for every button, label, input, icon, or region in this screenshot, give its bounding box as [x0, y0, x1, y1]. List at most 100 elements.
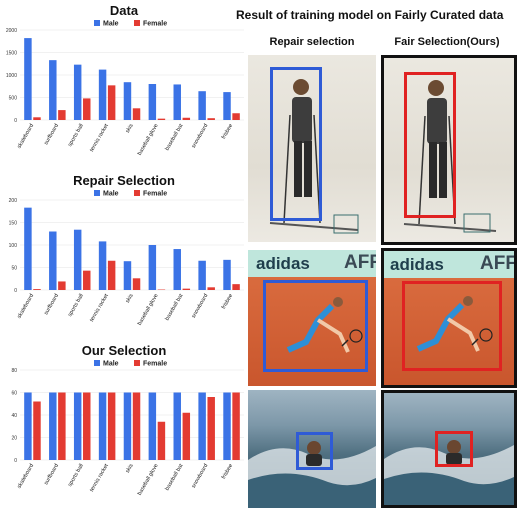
x-tick-label: baseball bat: [164, 463, 184, 492]
x-tick-label: frisbee: [221, 293, 234, 310]
adidas-sign: adidas: [256, 254, 310, 273]
y-tick-label: 40: [11, 413, 17, 419]
bar-male-tennis-racket: [98, 241, 107, 290]
legend-label-male: Male: [103, 21, 119, 28]
bar-male-baseball-glove: [148, 392, 157, 460]
our-selection-bar-chart: Our Selection Male Female 0 20 40 60 80 skateboa…: [11, 343, 244, 496]
bar-female-frisbee: [232, 284, 240, 290]
bar-female-surfboard: [58, 281, 66, 290]
chart-title: Our Selection: [82, 343, 167, 358]
tennis-player-icon: [286, 297, 363, 353]
wave-ours-image: [381, 390, 517, 508]
bar-male-skateboard: [24, 38, 32, 120]
y-tick-label: 1500: [6, 50, 17, 56]
results-title: Result of training model on Fairly Curat…: [236, 8, 504, 22]
bar-male-skis: [123, 82, 132, 120]
ours-detection-box: [402, 281, 502, 371]
x-tick-label: baseball glove: [137, 293, 160, 326]
ours-detection-box: [404, 72, 456, 218]
repair-selection-bar-chart: Repair Selection Male Female 0 50 100 150 200 sk…: [9, 173, 244, 326]
legend-swatch-male: [94, 20, 100, 26]
aff-sign: AFF: [344, 252, 376, 273]
bar-female-frisbee: [232, 392, 240, 460]
bar-male-skateboard: [24, 392, 32, 460]
bar-female-snowboard: [207, 118, 215, 120]
repair-selection-column-label: Repair selection: [269, 36, 355, 48]
x-tick-label: baseball bat: [164, 293, 184, 322]
bar-male-surfboard: [49, 60, 57, 120]
bar-female-skateboard: [33, 117, 41, 120]
skier-repair-image: [248, 55, 376, 242]
y-tick-label: 150: [9, 220, 18, 226]
chart-title: Data: [110, 3, 139, 18]
skier-ours-image: [381, 55, 517, 245]
ours-detection-box: [435, 431, 473, 467]
x-tick-label: baseball bat: [164, 123, 184, 152]
y-tick-label: 500: [9, 95, 18, 101]
legend-swatch-female: [134, 360, 140, 366]
bar-female-frisbee: [232, 113, 240, 120]
skier-figure-icon: [403, 80, 497, 233]
bar-female-tennis-racket: [107, 260, 116, 290]
y-tick-label: 80: [11, 368, 17, 374]
bar-male-baseball-glove: [148, 84, 157, 120]
bar-female-sports-ball: [83, 270, 91, 290]
bar-male-baseball-bat: [173, 392, 181, 460]
x-tick-label: frisbee: [221, 123, 234, 140]
repair-detection-box: [270, 67, 322, 221]
y-tick-label: 20: [11, 435, 17, 441]
y-tick-label: 50: [11, 265, 17, 271]
x-tick-label: tennis racket: [89, 123, 110, 153]
bar-female-snowboard: [207, 287, 215, 290]
bar-male-skis: [123, 392, 132, 460]
bar-male-baseball-glove: [148, 245, 157, 290]
y-tick-label: 100: [9, 243, 18, 249]
y-tick-label: 0: [14, 118, 17, 124]
x-tick-label: sports ball: [67, 123, 85, 148]
legend-label-female: Female: [143, 191, 167, 198]
bar-female-baseball-bat: [182, 288, 191, 290]
bar-male-sports-ball: [73, 64, 82, 120]
bar-female-baseball-glove: [157, 421, 166, 460]
legend-label-male: Male: [103, 361, 119, 368]
adidas-sign: adidas: [390, 255, 444, 274]
y-tick-label: 2000: [6, 28, 17, 34]
x-tick-label: skateboard: [16, 463, 35, 490]
legend-swatch-female: [134, 190, 140, 196]
bar-female-surfboard: [58, 110, 66, 120]
bar-male-snowboard: [198, 260, 206, 290]
bar-male-frisbee: [223, 392, 231, 460]
bar-female-skateboard: [33, 289, 41, 290]
x-tick-label: snowboard: [191, 463, 210, 489]
y-tick-label: 0: [14, 458, 17, 464]
legend-label-male: Male: [103, 191, 119, 198]
x-tick-label: sports ball: [67, 293, 85, 318]
aff-sign: AFF: [480, 253, 517, 274]
x-tick-label: frisbee: [221, 463, 234, 480]
bar-female-skateboard: [33, 401, 41, 460]
x-tick-label: skateboard: [16, 123, 35, 150]
x-tick-label: skis: [125, 463, 135, 474]
bar-male-frisbee: [223, 259, 231, 290]
bar-female-snowboard: [207, 397, 215, 460]
x-tick-label: skateboard: [16, 293, 35, 320]
bar-male-tennis-racket: [98, 392, 107, 460]
wave-icon: [384, 440, 514, 505]
bar-female-sports-ball: [83, 392, 91, 460]
bar-male-frisbee: [223, 92, 231, 120]
x-tick-label: surfboard: [43, 123, 60, 146]
chart-title: Repair Selection: [73, 173, 175, 188]
bar-female-baseball-glove: [157, 118, 166, 120]
bar-male-skis: [123, 261, 132, 290]
bar-female-baseball-bat: [182, 412, 191, 460]
repair-detection-box: [263, 280, 368, 372]
bar-male-sports-ball: [73, 392, 82, 460]
bar-female-surfboard: [58, 392, 66, 460]
bar-female-tennis-racket: [107, 392, 116, 460]
x-tick-label: surfboard: [43, 463, 60, 486]
legend-swatch-male: [94, 190, 100, 196]
wave-repair-image: [248, 390, 376, 508]
fair-selection-column-label: Fair Selection(Ours): [394, 36, 500, 48]
bar-male-sports-ball: [73, 229, 82, 290]
data-bar-chart: Data Male Female 0 500 1000 1500 2000 skateboard…: [6, 3, 244, 156]
